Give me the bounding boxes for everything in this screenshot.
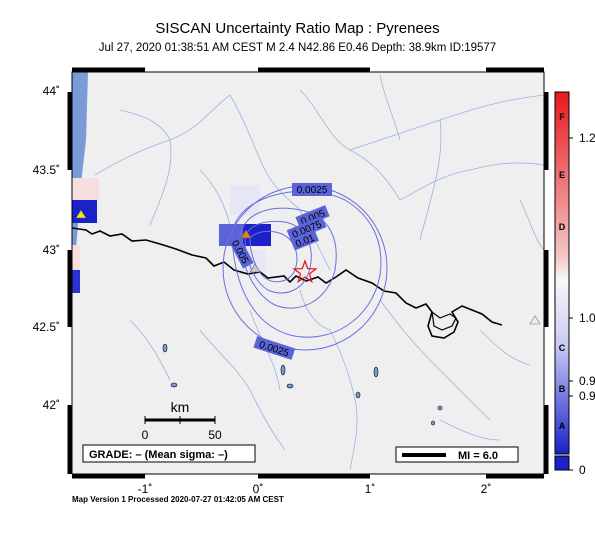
- epicenter-star-icon: [292, 259, 318, 284]
- station-cell: [72, 200, 97, 223]
- border-line: [72, 227, 503, 339]
- scale-unit: km: [171, 399, 190, 415]
- lat-label: 43˚: [43, 243, 60, 257]
- lon-label: 1˚: [365, 482, 376, 496]
- contour-label: 0.0025: [292, 183, 332, 196]
- station-cell: [72, 270, 80, 293]
- processing-footer: Map Version 1 Processed 2020-07-27 01:42…: [72, 495, 284, 504]
- rivers: [94, 74, 544, 471]
- andorra-border: [431, 310, 457, 331]
- event-info: Jul 27, 2020 01:38:51 AM CEST M 2.4 N42.…: [98, 42, 497, 54]
- mi-legend: MI = 6.0: [395, 446, 519, 463]
- map-area: [72, 72, 544, 474]
- colorbar-value: 1.0: [579, 311, 595, 325]
- colorbar-letter: E: [559, 170, 565, 180]
- map-title: SISCAN Uncertainty Ratio Map : Pyrenees: [155, 20, 440, 37]
- uncertainty-cell: [72, 178, 99, 200]
- colorbar-value: 0.9: [579, 374, 595, 388]
- colorbar-letter: C: [559, 343, 566, 353]
- colorbar-letter: B: [559, 384, 566, 394]
- colorbar-value: 0: [579, 463, 586, 477]
- lon-label: 0˚: [253, 482, 264, 496]
- colorbar-letter: A: [559, 421, 566, 431]
- colorbar-value: 1.2: [579, 131, 595, 145]
- scale-tick-label: 0: [142, 428, 149, 442]
- lat-label: 42˚: [43, 398, 60, 412]
- lakes: [162, 343, 443, 426]
- colorbar-letter: F: [559, 112, 565, 122]
- svg-text:MI = 6.0: MI = 6.0: [458, 450, 498, 462]
- lat-label: 43.5˚: [33, 163, 60, 177]
- colorbar-letter: D: [559, 222, 566, 232]
- lat-label: 42.5˚: [33, 320, 60, 334]
- svg-text:GRADE: – (Mean sigma: –): GRADE: – (Mean sigma: –): [89, 449, 228, 461]
- scale-tick-label: 50: [208, 428, 222, 442]
- colorbar: F E D C B A 1.2 1.0 0.9 0.9 0: [554, 91, 595, 477]
- lat-label: 44˚: [43, 84, 60, 98]
- station-triangle-icon: [240, 229, 252, 239]
- colorbar-value: 0.9: [579, 389, 595, 403]
- lon-label: 2˚: [481, 482, 492, 496]
- uncertainty-cell: [72, 245, 80, 270]
- frame-ticks: [67, 67, 549, 479]
- lon-label: -1˚: [138, 482, 153, 496]
- station-triangle-icon: [75, 209, 87, 219]
- station-triangle-icon: [249, 263, 261, 273]
- station-triangle-icon: [529, 315, 541, 325]
- grade-box: GRADE: – (Mean sigma: –): [82, 444, 256, 463]
- svg-text:0.0025: 0.0025: [297, 185, 328, 196]
